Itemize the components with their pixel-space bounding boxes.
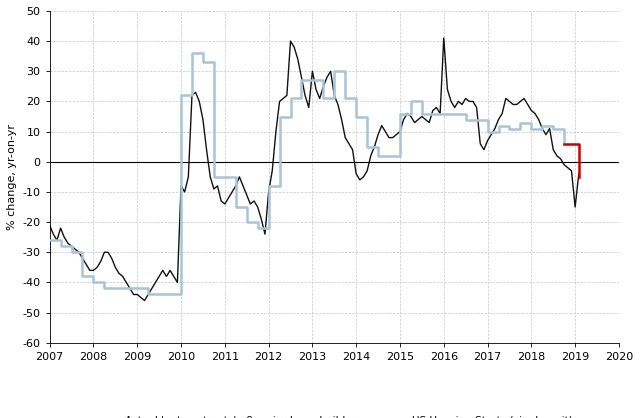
Legend: Actual 'net contracts' - 9 major homebuilders, US Housing Starts (single-unit): Actual 'net contracts' - 9 major homebui… — [92, 412, 577, 418]
Y-axis label: % change, yr-on-yr: % change, yr-on-yr — [7, 124, 17, 230]
